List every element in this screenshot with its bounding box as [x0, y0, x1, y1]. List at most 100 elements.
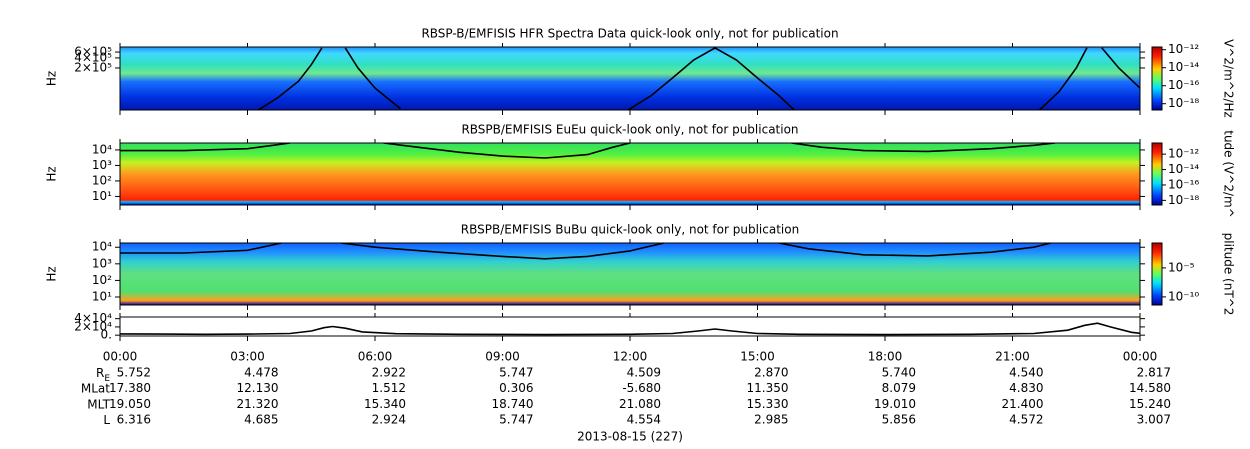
ephemeris-value: 0.306 — [499, 381, 533, 395]
y-tick-label: 2×10⁵ — [74, 60, 112, 74]
ephemeris-value: 4.685 — [244, 413, 278, 427]
ephemeris-value: 2.924 — [372, 413, 406, 427]
y-tick-label: 2×10⁴ — [74, 319, 112, 333]
y-axis-label: Hz — [45, 166, 59, 181]
ephemeris-value: 5.747 — [499, 366, 533, 380]
spectrogram-image — [120, 143, 1140, 205]
ephemeris-value: 4.540 — [1009, 366, 1043, 380]
colorbar-tick-label: 10⁻¹⁰ — [1168, 289, 1199, 303]
data-line — [256, 47, 1140, 110]
panel-title: RBSPB/EMFISIS EuEu quick-look only, not … — [461, 123, 798, 137]
ephemeris-value: -5.680 — [622, 381, 661, 395]
ephemeris-row-label: MLat — [81, 381, 110, 395]
colorbar-tick-label: 10⁻¹² — [1168, 42, 1199, 56]
x-tick-label: 00:00 — [1123, 350, 1158, 364]
data-line — [120, 322, 1140, 336]
row-label-subscript: E — [104, 374, 110, 384]
plot-frame — [119, 242, 1141, 306]
ephemeris-value: 5.752 — [117, 366, 151, 380]
y-tick-label: 4×10⁴ — [74, 311, 112, 325]
ephemeris-value: 15.240 — [1129, 397, 1171, 411]
ephemeris-row-label: MLT — [87, 397, 110, 411]
panel-title: RBSPB/EMFISIS BuBu quick-look only, not … — [461, 223, 799, 237]
colorbar-tick-label: 10⁻¹⁸ — [1168, 96, 1199, 110]
ephemeris-value: 2.870 — [754, 366, 788, 380]
x-tick-label: 12:00 — [613, 350, 648, 364]
ephemeris-value: 4.572 — [1009, 413, 1043, 427]
panel-title: RBSP-B/EMFISIS HFR Spectra Data quick-lo… — [421, 27, 838, 41]
ephemeris-value: 4.509 — [627, 366, 661, 380]
colorbar — [1151, 46, 1163, 111]
colorbar — [1151, 242, 1163, 306]
ephemeris-value: 3.007 — [1137, 413, 1171, 427]
x-tick-label: 09:00 — [485, 350, 520, 364]
x-tick-label: 21:00 — [995, 350, 1030, 364]
y-tick-label: 4×10⁵ — [74, 50, 112, 64]
ephemeris-value: 17.380 — [109, 381, 151, 395]
x-tick-label: 06:00 — [358, 350, 393, 364]
y-tick-label: 6×10⁵ — [74, 45, 112, 59]
ephemeris-value: 15.330 — [747, 397, 789, 411]
ephemeris-value: 19.050 — [109, 397, 151, 411]
ephemeris-value: 12.130 — [237, 381, 279, 395]
ephemeris-value: 11.350 — [747, 381, 789, 395]
ephemeris-value: 4.830 — [1009, 381, 1043, 395]
ephemeris-value: 14.580 — [1129, 381, 1171, 395]
y-tick-label: 10² — [92, 273, 112, 287]
ephemeris-value: 6.316 — [117, 413, 151, 427]
ephemeris-value: 2.817 — [1137, 366, 1171, 380]
colorbar-tick-label: 10⁻¹⁴ — [1168, 60, 1199, 74]
colorbar-label: plitude (nT^2 — [1222, 233, 1236, 316]
colorbar-tick-label: 10⁻⁵ — [1168, 260, 1195, 274]
row-label: R — [96, 366, 104, 380]
ephemeris-value: 5.856 — [882, 413, 916, 427]
ephemeris-value: 8.079 — [882, 381, 916, 395]
ephemeris-value: 21.320 — [237, 397, 279, 411]
y-tick-label: 0. — [101, 328, 112, 342]
ephemeris-value: 4.478 — [244, 366, 278, 380]
plot-frame — [119, 46, 1141, 111]
y-tick-label: 10¹ — [92, 189, 112, 203]
y-tick-label: 10¹ — [92, 290, 112, 304]
plot-frame — [119, 316, 1141, 337]
x-tick-label: 00:00 — [103, 350, 138, 364]
ephemeris-value: 1.512 — [372, 381, 406, 395]
colorbar-label: V^2/m^2/Hz — [1222, 39, 1236, 118]
plot-frame — [119, 142, 1141, 206]
row-label: MLat — [81, 381, 110, 395]
ephemeris-value: 2.922 — [372, 366, 406, 380]
spectrogram-image — [120, 47, 1140, 110]
row-label: L — [103, 413, 110, 427]
y-tick-label: 10² — [92, 173, 112, 187]
data-line — [120, 143, 1056, 159]
ephemeris-value: 5.747 — [499, 413, 533, 427]
colorbar-tick-label: 10⁻¹⁶ — [1168, 177, 1199, 191]
ephemeris-value: 4.554 — [627, 413, 661, 427]
ephemeris-value: 2.985 — [754, 413, 788, 427]
x-tick-label: 18:00 — [868, 350, 903, 364]
date-label: 2013-08-15 (227) — [577, 430, 683, 444]
colorbar-tick-label: 10⁻¹² — [1168, 147, 1199, 161]
ephemeris-value: 18.740 — [492, 397, 534, 411]
y-tick-label: 10⁴ — [92, 142, 112, 156]
ephemeris-row-label: L — [103, 413, 110, 427]
ephemeris-value: 5.740 — [882, 366, 916, 380]
ephemeris-row-label: RE — [96, 366, 110, 384]
x-tick-label: 15:00 — [740, 350, 775, 364]
y-axis-label: Hz — [45, 71, 59, 86]
y-axis-label: Hz — [45, 266, 59, 281]
y-tick-label: 10³ — [92, 256, 112, 270]
colorbar — [1151, 142, 1163, 206]
data-line — [120, 243, 1051, 260]
row-label: MLT — [87, 397, 110, 411]
colorbar-label: tude (V^2/m^ — [1222, 130, 1236, 218]
colorbar-tick-label: 10⁻¹⁸ — [1168, 193, 1199, 207]
ephemeris-value: 19.010 — [874, 397, 916, 411]
colorbar-tick-label: 10⁻¹⁶ — [1168, 78, 1199, 92]
colorbar-tick-label: 10⁻¹⁴ — [1168, 162, 1199, 176]
ephemeris-value: 15.340 — [364, 397, 406, 411]
ephemeris-value: 21.080 — [619, 397, 661, 411]
y-tick-label: 10⁴ — [92, 240, 112, 254]
x-tick-label: 03:00 — [230, 350, 265, 364]
